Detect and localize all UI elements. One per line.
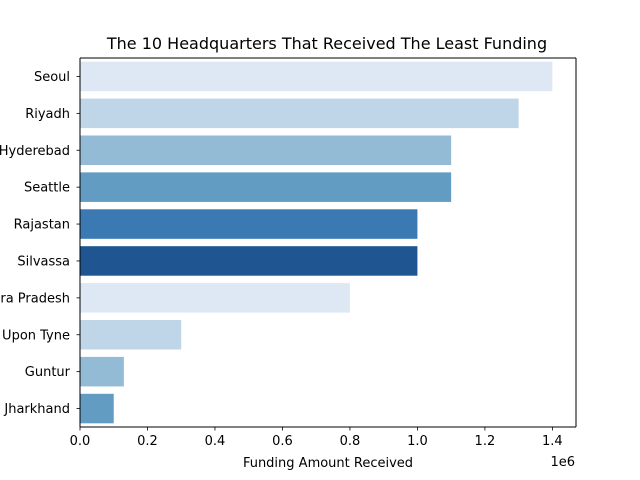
y-tick-label: Hyderebad — [0, 144, 70, 159]
plot-frame — [79, 57, 577, 428]
y-tick-label: Andhra Pradesh — [0, 291, 70, 306]
bar — [80, 393, 114, 424]
bar — [80, 209, 418, 239]
bar — [80, 283, 350, 313]
x-tick-label: 1.0 — [407, 434, 428, 449]
y-tick-label: Jharkhand — [3, 402, 70, 417]
y-tick-label: Seattle — [24, 181, 70, 196]
bar — [80, 61, 553, 92]
chart-title: The 10 Headquarters That Received The Le… — [106, 34, 547, 53]
bar — [80, 356, 124, 387]
bar — [80, 172, 452, 202]
y-tick-label: Seoul — [34, 70, 70, 85]
x-axis-offset-label: 1e6 — [550, 455, 575, 470]
x-tick-label: 0.4 — [205, 434, 226, 449]
y-tick-label: Newcastle Upon Tyne — [0, 328, 70, 343]
x-tick-label: 0.0 — [70, 434, 91, 449]
y-tick-label: Riyadh — [25, 107, 70, 122]
bars — [80, 61, 553, 424]
bar — [80, 319, 182, 350]
y-axis-ticks: Seoul Riyadh Hyderebad Seattle Rajastan Silva… — [0, 70, 80, 417]
x-tick-label: 1.2 — [475, 434, 496, 449]
x-tick-label: 0.2 — [137, 434, 158, 449]
x-tick-label: 0.8 — [340, 434, 361, 449]
x-axis-label: Funding Amount Received — [243, 456, 413, 471]
x-tick-label: 0.6 — [272, 434, 293, 449]
bar — [80, 246, 418, 276]
bar — [80, 98, 519, 129]
y-tick-label: Silvassa — [17, 254, 70, 269]
x-axis-ticks: 0.0 0.2 0.4 0.6 0.8 1.0 1.2 1.4 — [70, 427, 563, 449]
y-tick-label: Guntur — [25, 365, 71, 380]
bar — [80, 135, 452, 166]
x-tick-label: 1.4 — [542, 434, 563, 449]
y-tick-label: Rajastan — [14, 218, 70, 233]
